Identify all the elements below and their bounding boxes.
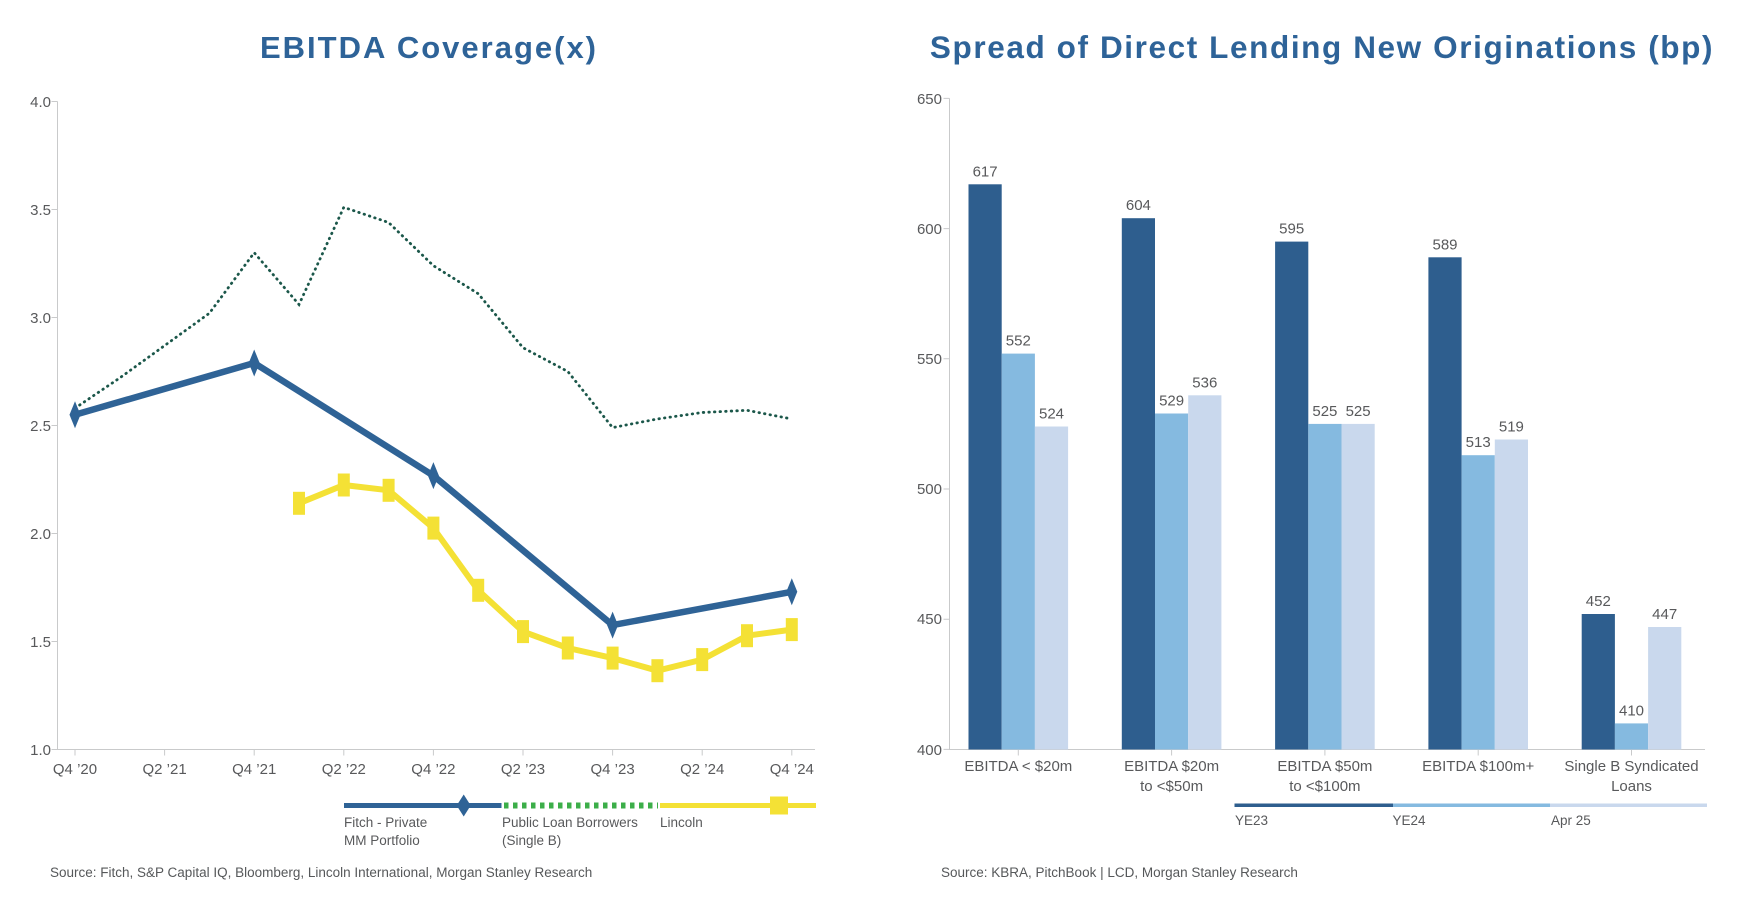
svg-text:to <$50m: to <$50m [1140,778,1203,795]
svg-text:525: 525 [1346,403,1371,420]
svg-text:Q2 ’24: Q2 ’24 [680,761,724,778]
svg-text:Q4 ’24: Q4 ’24 [770,761,814,778]
svg-text:Source: Fitch, S&P Capital IQ,: Source: Fitch, S&P Capital IQ, Bloomberg… [50,865,592,880]
svg-text:Lincoln: Lincoln [660,815,703,830]
svg-text:EBITDA $100m+: EBITDA $100m+ [1422,758,1534,775]
svg-text:524: 524 [1039,406,1064,423]
svg-text:Q4 ’22: Q4 ’22 [411,761,455,778]
svg-text:525: 525 [1312,403,1337,420]
svg-text:Loans: Loans [1611,778,1652,795]
svg-text:3.0: 3.0 [30,310,51,327]
svg-text:595: 595 [1279,221,1304,238]
svg-text:2.0: 2.0 [30,526,51,543]
svg-text:Q4 ’20: Q4 ’20 [53,761,97,778]
svg-text:to <$100m: to <$100m [1289,778,1360,795]
svg-text:(Single B): (Single B) [502,833,561,848]
svg-text:Public Loan Borrowers: Public Loan Borrowers [502,815,638,830]
svg-text:EBITDA < $20m: EBITDA < $20m [964,758,1072,775]
svg-text:650: 650 [917,91,942,108]
svg-text:500: 500 [917,481,942,498]
svg-text:Source: KBRA, PitchBook | LCD,: Source: KBRA, PitchBook | LCD, Morgan St… [941,865,1298,880]
svg-text:Q2 ’22: Q2 ’22 [322,761,366,778]
svg-text:EBITDA $50m: EBITDA $50m [1277,758,1372,775]
svg-text:1.5: 1.5 [30,634,51,651]
svg-text:MM Portfolio: MM Portfolio [344,833,420,848]
svg-text:447: 447 [1652,606,1677,623]
svg-text:450: 450 [917,611,942,628]
svg-text:589: 589 [1432,236,1457,253]
svg-text:YE23: YE23 [1235,813,1268,828]
svg-text:3.5: 3.5 [30,202,51,219]
svg-text:Spread of Direct Lending New O: Spread of Direct Lending New Origination… [930,29,1714,65]
svg-text:YE24: YE24 [1393,813,1427,828]
svg-text:Q4 ’23: Q4 ’23 [590,761,634,778]
svg-text:EBITDA Coverage(x): EBITDA Coverage(x) [260,30,598,65]
svg-text:Q4 ’21: Q4 ’21 [232,761,276,778]
svg-text:600: 600 [917,221,942,238]
svg-text:Single B Syndicated: Single B Syndicated [1564,758,1698,775]
svg-text:529: 529 [1159,393,1184,410]
svg-text:4.0: 4.0 [30,94,51,111]
svg-text:552: 552 [1006,333,1031,350]
svg-text:Q2 ’23: Q2 ’23 [501,761,545,778]
svg-text:Q2 ’21: Q2 ’21 [142,761,186,778]
svg-text:EBITDA $20m: EBITDA $20m [1124,758,1219,775]
svg-text:519: 519 [1499,419,1524,436]
svg-text:513: 513 [1466,434,1491,451]
svg-text:Apr 25: Apr 25 [1551,813,1591,828]
svg-text:617: 617 [973,163,998,180]
svg-text:400: 400 [917,742,942,759]
svg-text:Fitch - Private: Fitch - Private [344,815,427,830]
svg-text:452: 452 [1586,593,1611,610]
svg-text:410: 410 [1619,702,1644,719]
svg-text:2.5: 2.5 [30,418,51,435]
svg-text:536: 536 [1192,374,1217,391]
svg-text:550: 550 [917,351,942,368]
svg-text:604: 604 [1126,197,1151,214]
svg-text:1.0: 1.0 [30,742,51,759]
